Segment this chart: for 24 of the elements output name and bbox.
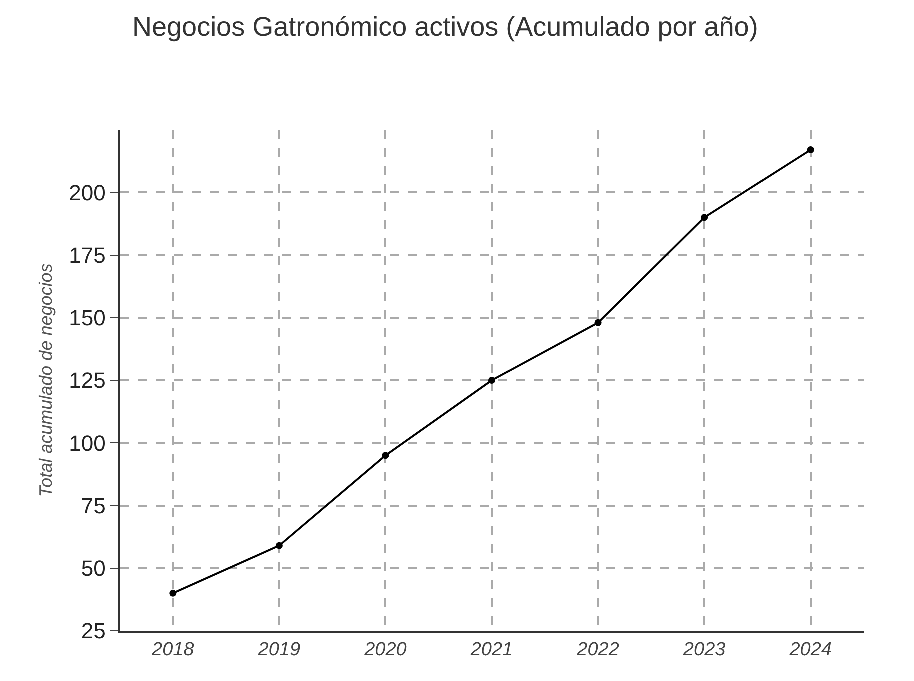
- point: [276, 542, 283, 550]
- point: [594, 319, 602, 326]
- point: [701, 214, 708, 222]
- y-tick-label: 150: [69, 306, 106, 331]
- y-axis-title: Total acumulado de negocios: [36, 264, 56, 498]
- point: [170, 590, 177, 597]
- y-tick-label: 175: [69, 242, 106, 268]
- point: [807, 146, 814, 154]
- point: [488, 377, 496, 384]
- y-tick-label: 100: [69, 430, 106, 456]
- x-tick-label: 2020: [364, 640, 408, 661]
- x-tick-label: 2022: [576, 640, 620, 661]
- y-tick-label: 50: [81, 556, 106, 582]
- x-tick-label: 2024: [788, 640, 832, 661]
- x-tick-label: 2023: [682, 640, 726, 661]
- x-tick-label: 2019: [257, 640, 301, 661]
- y-tick-label: 75: [81, 493, 106, 518]
- y-tick-label: 200: [69, 180, 106, 206]
- point: [382, 452, 390, 460]
- y-tick-label: 125: [69, 368, 106, 394]
- chart-title: Negocios Gatronómico activos (Acumulado por año): [132, 12, 758, 42]
- y-tick-label: 25: [81, 618, 106, 644]
- x-tick-label: 2021: [470, 640, 514, 661]
- x-tick-label: 2018: [151, 640, 195, 661]
